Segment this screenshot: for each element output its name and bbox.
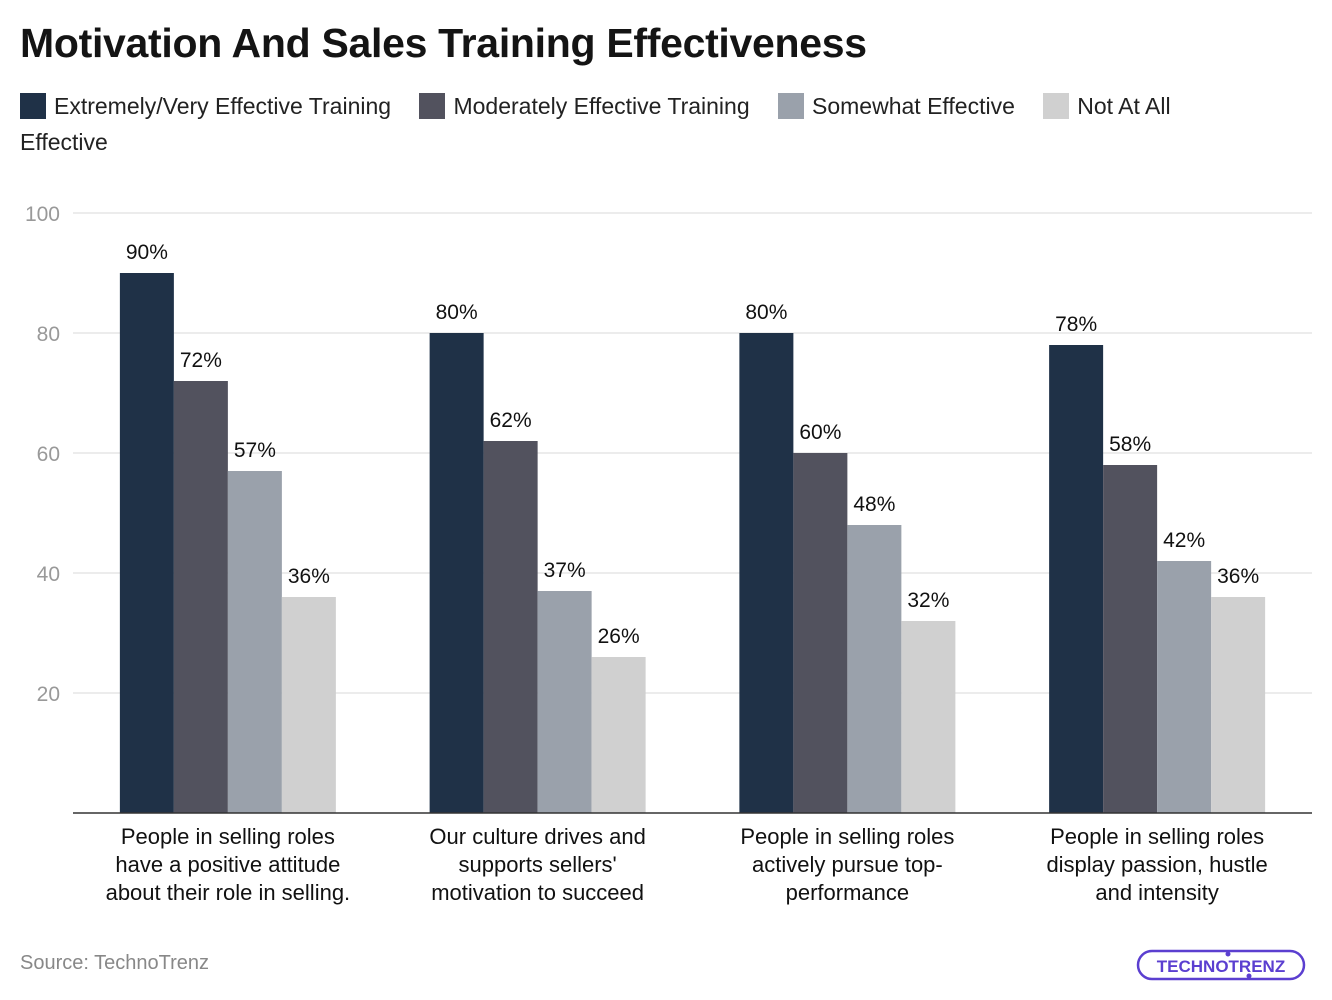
data-label: 90% [126, 241, 168, 264]
data-label: 26% [598, 625, 640, 648]
y-tick-label: 60 [37, 443, 60, 466]
data-label: 80% [436, 301, 478, 324]
legend-swatch [1043, 93, 1070, 119]
bar [483, 441, 538, 813]
bar [119, 273, 174, 813]
legend-label: Extremely/Very Effective Training [54, 93, 392, 119]
bar [281, 597, 336, 813]
data-label: 37% [544, 559, 586, 582]
y-tick-label: 40 [37, 563, 60, 586]
bar [1157, 561, 1212, 813]
x-category-label: supports sellers' [458, 852, 616, 877]
data-label: 72% [180, 349, 222, 372]
source-note: Source: TechnoTrenz [20, 952, 209, 974]
x-category-label: motivation to succeed [431, 880, 644, 905]
bar [1211, 597, 1266, 813]
x-category-label: and intensity [1095, 880, 1219, 905]
logo-node-icon [1246, 973, 1252, 979]
x-category-label: display passion, hustle [1046, 852, 1267, 877]
data-label: 58% [1109, 433, 1151, 456]
bar [901, 621, 956, 813]
legend-label: Moderately Effective Training [453, 93, 750, 119]
bar [1103, 465, 1158, 813]
bar [739, 333, 794, 813]
data-label: 36% [1217, 565, 1259, 588]
bar [429, 333, 484, 813]
data-label: 57% [234, 439, 276, 462]
logo-text: TECHNOTRENZ [1157, 957, 1285, 976]
data-label: 80% [745, 301, 787, 324]
x-category-label: performance [786, 880, 910, 905]
bar [793, 453, 848, 813]
x-category-label: People in selling roles [1050, 824, 1264, 849]
x-category-label: People in selling roles [121, 824, 335, 849]
data-label: 60% [799, 421, 841, 444]
data-label: 42% [1163, 529, 1205, 552]
x-category-label: have a positive attitude [115, 852, 340, 877]
data-label: 78% [1055, 313, 1097, 336]
legend-item-somewhat-effective: Somewhat Effective [778, 93, 1015, 119]
x-category-label: Our culture drives and [429, 824, 645, 849]
bar [173, 381, 228, 813]
data-label: 36% [288, 565, 330, 588]
bar [537, 591, 592, 813]
y-tick-label: 100 [25, 203, 60, 226]
bar-chart: 20 40 60 80 100 90% 72% 57% 36% People in selling… [25, 203, 1312, 905]
y-tick-label: 80 [37, 323, 60, 346]
legend-label: Not At All Effective [20, 93, 1171, 155]
x-category-label: People in selling roles [740, 824, 954, 849]
legend-swatch [20, 93, 46, 119]
technotrenz-logo: TECHNOTRENZ [1136, 949, 1306, 981]
x-category-label: about their role in selling. [106, 880, 351, 905]
logo-outline [1136, 949, 1306, 981]
legend-item-extremely-very-effective: Extremely/Very Effective Training [20, 93, 391, 119]
legend-item-moderately-effective: Moderately Effective Training [419, 93, 750, 119]
y-tick-label: 20 [37, 683, 60, 706]
legend-swatch [419, 93, 446, 119]
legend-label: Somewhat Effective [812, 93, 1015, 119]
x-category-label: actively pursue top- [752, 852, 943, 877]
data-label: 48% [853, 493, 895, 516]
bar [591, 657, 646, 813]
bar [1049, 345, 1104, 813]
bar [227, 471, 282, 813]
legend-item-not-at-all-effective: Not At All Effective [20, 93, 1171, 155]
legend-swatch [778, 93, 805, 119]
logo-node-icon [1225, 951, 1231, 957]
data-label: 62% [490, 409, 532, 432]
chart-title: Motivation And Sales Training Effectiven… [20, 20, 867, 66]
data-label: 32% [907, 589, 949, 612]
legend: Extremely/Very Effective Training Modera… [20, 88, 1250, 160]
bar [847, 525, 902, 813]
